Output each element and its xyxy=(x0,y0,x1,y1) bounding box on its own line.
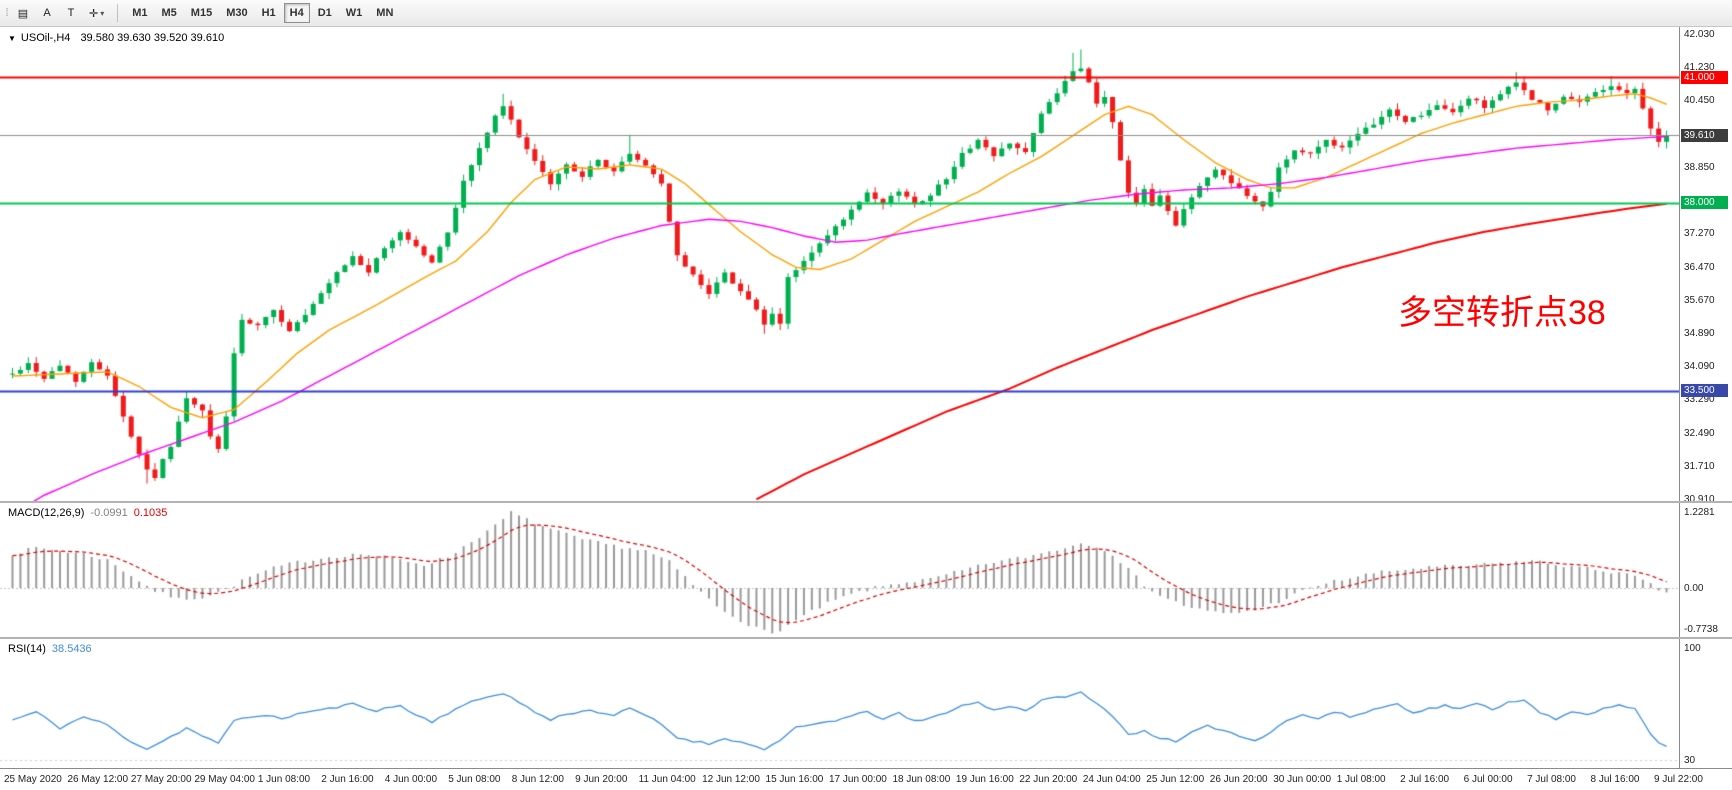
cursor-tool-button[interactable]: A xyxy=(36,3,58,24)
macd-tick: 1.2281 xyxy=(1684,506,1715,518)
time-label: 6 Jul 00:00 xyxy=(1463,774,1513,785)
time-label: 11 Jun 04:00 xyxy=(638,774,696,785)
current-price-badge: 39.610 xyxy=(1681,128,1728,142)
time-label: 4 Jun 00:00 xyxy=(384,774,438,785)
price-tick: 32.490 xyxy=(1684,427,1715,439)
tf-button-mn[interactable]: MN xyxy=(370,3,399,23)
main-chart-panel: ▼ USOil-,H4 39.580 39.630 39.520 39.610 多空… xyxy=(0,27,1732,505)
price-tick: 37.270 xyxy=(1684,228,1715,240)
level-badge-41000: 41.000 xyxy=(1681,70,1728,84)
chart-annotation: 多空转折点38 xyxy=(1398,294,1606,332)
toolbar-grip-handle[interactable]: ⁞ xyxy=(5,7,8,19)
toolbar-separator xyxy=(117,4,119,22)
price-tick: 30.910 xyxy=(1684,494,1715,505)
macd-signal-value: 0.1035 xyxy=(133,507,168,519)
time-label: 27 May 20:00 xyxy=(130,774,192,785)
panel-divider[interactable] xyxy=(0,501,1732,503)
tf-button-m1[interactable]: M1 xyxy=(126,3,153,23)
macd-tick: -0.7738 xyxy=(1684,624,1718,635)
time-label: 30 Jun 00:00 xyxy=(1273,774,1332,785)
tf-button-m5[interactable]: M5 xyxy=(156,3,183,23)
ohlc-values: 39.580 39.630 39.520 39.610 xyxy=(80,32,225,44)
rsi-label: RSI(14) 38.5436 xyxy=(8,643,92,655)
price-tick: 42.030 xyxy=(1684,29,1715,40)
chart-title: ▼ USOil-,H4 39.580 39.630 39.520 39.610 xyxy=(8,32,224,44)
time-label: 9 Jun 20:00 xyxy=(575,774,628,785)
time-label: 25 May 2020 xyxy=(4,774,62,785)
collapse-triangle-icon[interactable]: ▼ xyxy=(8,34,16,43)
price-axis[interactable]: 42.030 41.230 40.450 38.850 37.270 36.470 35.6… xyxy=(1679,27,1732,505)
chevron-down-icon: ▾ xyxy=(100,8,105,18)
rsi-tick: 100 xyxy=(1684,643,1701,654)
rsi-canvas[interactable] xyxy=(0,639,1680,768)
macd-tick: 0.00 xyxy=(1684,583,1704,594)
time-label: 22 Jun 20:00 xyxy=(1019,774,1078,785)
rsi-panel: RSI(14) 38.5436 100 30 xyxy=(0,639,1732,768)
price-chart-canvas[interactable] xyxy=(0,27,1680,501)
price-tick: 31.710 xyxy=(1684,460,1715,472)
tf-button-h1[interactable]: H1 xyxy=(256,3,282,23)
macd-panel: MACD(12,26,9) -0.0991 0.1035 1.2281 0.00 -0.… xyxy=(0,503,1732,637)
time-label: 2 Jun 16:00 xyxy=(321,774,374,785)
text-tool-button[interactable]: T xyxy=(60,3,82,24)
toolbar: ⁞ ▤ A T ✛ ▾ M1 M5 M15 M30 H1 H4 D1 W1 MN xyxy=(0,0,1732,27)
time-label: 18 Jun 08:00 xyxy=(892,774,951,785)
tf-button-d1[interactable]: D1 xyxy=(312,3,338,23)
price-tick: 34.890 xyxy=(1684,327,1715,339)
time-label: 25 Jun 12:00 xyxy=(1146,774,1205,785)
chart-windows-icon[interactable]: ▤ xyxy=(12,3,34,24)
price-tick: 33.290 xyxy=(1684,394,1715,406)
macd-value: -0.0991 xyxy=(90,507,128,519)
panel-divider[interactable] xyxy=(0,637,1732,639)
time-label: 5 Jun 08:00 xyxy=(448,774,501,785)
time-label: 24 Jun 04:00 xyxy=(1082,774,1141,785)
time-label: 1 Jul 08:00 xyxy=(1336,774,1386,785)
price-tick: 40.450 xyxy=(1684,95,1715,107)
macd-canvas[interactable] xyxy=(0,503,1680,637)
symbol-timeframe-label: USOil-,H4 xyxy=(20,32,71,44)
time-label: 29 May 04:00 xyxy=(194,774,255,785)
price-tick: 36.470 xyxy=(1684,261,1715,273)
time-axis[interactable]: 25 May 2020 26 May 12:00 27 May 20:00 29 Ma… xyxy=(0,768,1732,790)
tf-button-m15[interactable]: M15 xyxy=(185,3,218,23)
macd-label: MACD(12,26,9) -0.0991 0.1035 xyxy=(8,507,167,519)
time-label: 9 Jul 22:00 xyxy=(1654,774,1703,785)
time-label: 26 May 12:00 xyxy=(67,774,129,785)
level-badge-33500: 33.500 xyxy=(1681,384,1728,398)
time-label: 1 Jun 08:00 xyxy=(257,774,311,785)
macd-axis[interactable]: 1.2281 0.00 -0.7738 xyxy=(1679,503,1732,637)
time-label: 15 Jun 16:00 xyxy=(765,774,824,785)
price-tick: 34.090 xyxy=(1684,361,1715,373)
macd-name: MACD(12,26,9) xyxy=(8,507,85,519)
price-tick: 35.670 xyxy=(1684,294,1715,306)
price-tick: 41.230 xyxy=(1684,62,1715,74)
crosshair-dropdown[interactable]: ✛ ▾ xyxy=(84,3,109,24)
time-label: 12 Jun 12:00 xyxy=(702,774,760,785)
price-tick: 38.850 xyxy=(1684,161,1715,173)
time-label: 26 Jun 20:00 xyxy=(1209,774,1268,785)
tf-button-m30[interactable]: M30 xyxy=(220,3,253,23)
time-label: 17 Jun 00:00 xyxy=(829,774,887,785)
rsi-axis[interactable]: 100 30 xyxy=(1679,639,1732,768)
time-label: 8 Jun 12:00 xyxy=(511,774,564,785)
rsi-value: 38.5436 xyxy=(51,643,92,655)
time-label: 8 Jul 16:00 xyxy=(1590,774,1640,785)
rsi-tick: 30 xyxy=(1684,755,1696,766)
tf-button-h4[interactable]: H4 xyxy=(283,3,310,23)
time-label: 2 Jul 16:00 xyxy=(1400,774,1450,785)
time-label: 19 Jun 16:00 xyxy=(955,774,1014,785)
level-badge-38000: 38.000 xyxy=(1681,196,1728,210)
crosshair-icon: ✛ xyxy=(89,7,99,20)
rsi-name: RSI(14) xyxy=(8,643,46,655)
time-label: 7 Jul 08:00 xyxy=(1527,774,1576,785)
tf-button-w1[interactable]: W1 xyxy=(340,3,369,23)
